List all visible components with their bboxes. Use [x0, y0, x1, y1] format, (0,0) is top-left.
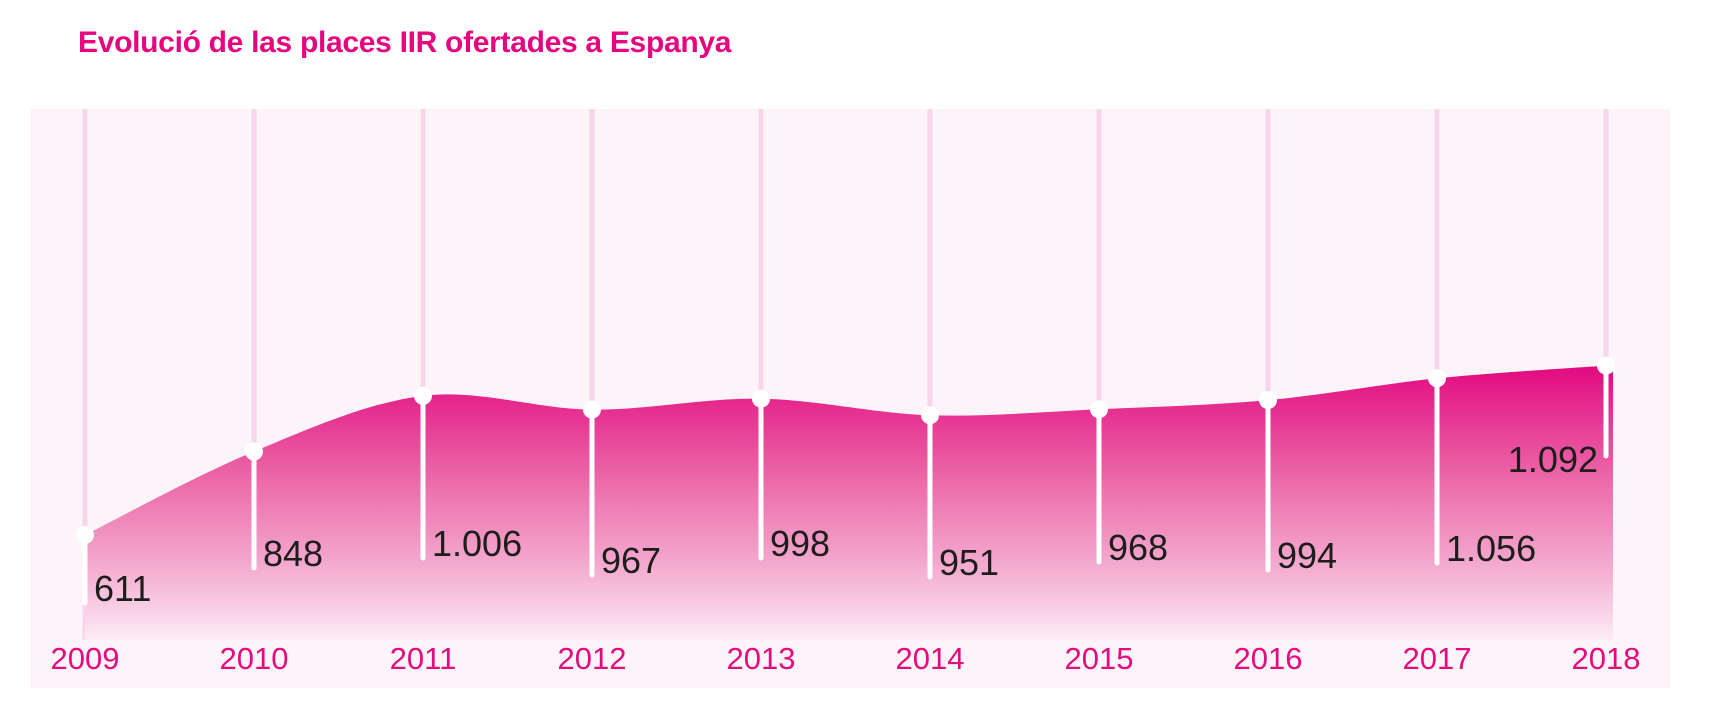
data-point-marker-2013	[752, 389, 770, 408]
data-point-marker-2018	[1597, 356, 1615, 375]
data-point-marker-2011	[414, 386, 432, 405]
data-point-marker-2017	[1428, 369, 1446, 388]
data-point-marker-2016	[1259, 391, 1277, 410]
data-point-marker-2014	[921, 406, 939, 425]
area-fill	[85, 362, 1613, 640]
data-point-marker-2009	[76, 525, 94, 544]
data-point-marker-2012	[583, 400, 601, 419]
data-point-marker-2015	[1090, 400, 1108, 419]
data-point-marker-2010	[245, 442, 263, 461]
chart-title: Evolució de las places IIR ofertades a E…	[78, 26, 732, 59]
